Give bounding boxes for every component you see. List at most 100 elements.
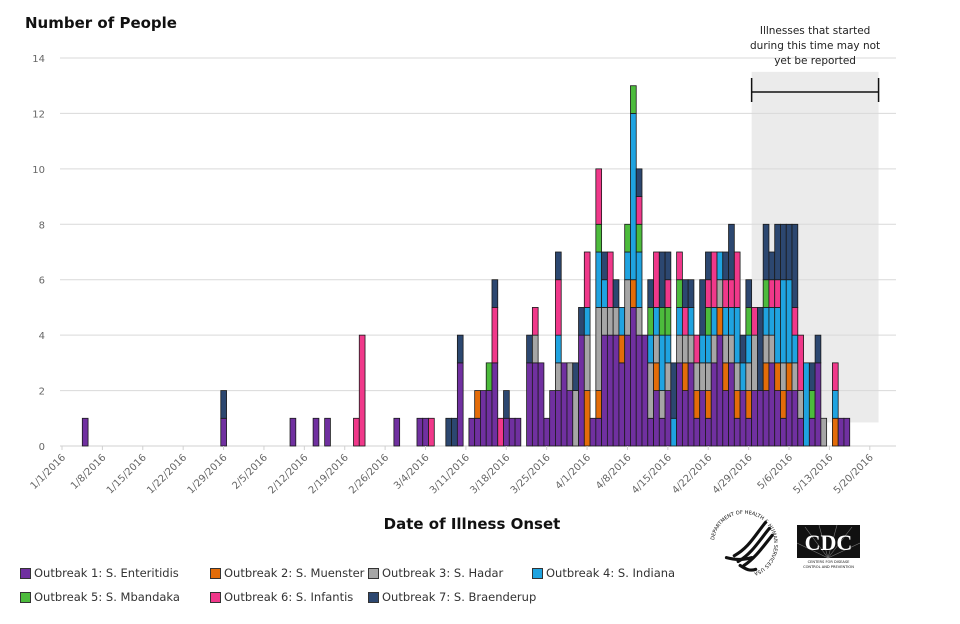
bar-segment	[745, 362, 753, 391]
bar-segment	[624, 279, 631, 336]
bar-segment	[814, 334, 822, 364]
bar-segment	[618, 307, 626, 336]
bar-segment	[480, 390, 487, 447]
y-tick-label: 10	[32, 165, 45, 176]
bar-segment	[681, 362, 689, 391]
bar-segment	[653, 362, 660, 391]
bar-segment	[358, 334, 366, 447]
bar-segment	[705, 390, 712, 419]
bar-segment	[681, 390, 689, 447]
x-tick-label: 1/29/2016	[186, 452, 230, 496]
x-tick-label: 4/8/2016	[594, 452, 634, 492]
bar-segment	[485, 390, 493, 447]
y-tick-label: 0	[39, 442, 45, 453]
bar-segment	[220, 390, 227, 419]
bar-segment	[780, 279, 787, 364]
bar-segment	[791, 307, 799, 336]
bar-segment	[630, 113, 637, 281]
bar-segment	[705, 279, 712, 308]
bar-segment	[664, 334, 672, 364]
cdc-wordmark: CDC	[805, 530, 853, 555]
hhs-logo: DEPARTMENT OF HEALTH & HUMAN SERVICES US…	[710, 510, 778, 577]
bar-segment	[705, 334, 712, 364]
bar-segment	[555, 362, 562, 391]
bar-segment	[601, 251, 608, 281]
bar-segment	[751, 307, 758, 336]
bar-segment	[491, 362, 499, 447]
bar-segment	[595, 390, 603, 419]
x-tick-label: 4/1/2016	[554, 452, 594, 492]
x-tick-label: 2/19/2016	[307, 452, 351, 496]
bar-segment	[705, 307, 712, 336]
legend-swatch	[210, 567, 221, 579]
legend-label: Outbreak 3: S. Hadar	[382, 566, 504, 580]
bar-segment	[837, 417, 845, 447]
cdc-logo: CDC CENTERS FOR DISEASE CONTROL AND PREV…	[796, 524, 861, 570]
bar-segment	[832, 390, 839, 419]
x-tick-label: 5/20/2016	[832, 452, 876, 496]
bar-segment	[491, 279, 499, 308]
legend-label: Outbreak 7: S. Braenderup	[382, 590, 537, 604]
bar-segment	[716, 251, 724, 281]
legend-item: Outbreak 6: S. Infantis	[210, 590, 353, 604]
legend-label: Outbreak 1: S. Enteritidis	[34, 566, 179, 580]
y-tick-label: 6	[39, 276, 45, 287]
bar-segment	[705, 251, 712, 281]
x-tick-label: 1/8/2016	[69, 452, 109, 492]
bar-segment	[612, 334, 620, 447]
bar-segment	[768, 307, 776, 336]
bar-segment	[762, 334, 770, 364]
bar-segment	[699, 390, 706, 447]
bar-segment	[549, 390, 556, 447]
bar-segment	[785, 390, 793, 447]
bar-segment	[791, 334, 799, 364]
legend-label: Outbreak 4: S. Indiana	[546, 566, 676, 580]
bar-segment	[676, 362, 683, 447]
bar-segment	[733, 362, 741, 391]
bar-segment	[745, 417, 753, 447]
legend-item: Outbreak 3: S. Hadar	[368, 566, 503, 580]
bar-segment	[774, 390, 781, 447]
bar-segment	[780, 417, 787, 447]
legend-item: Outbreak 1: S. Enteritidis	[20, 566, 179, 580]
bar-segment	[733, 251, 741, 308]
bar-segment	[578, 334, 585, 447]
bar-segment	[733, 417, 741, 447]
legend-item: Outbreak 5: S. Mbandaka	[20, 590, 180, 604]
bar-segment	[664, 362, 672, 391]
bar-segment	[699, 279, 706, 336]
legend-label: Outbreak 5: S. Mbandaka	[34, 590, 180, 604]
bar-segment	[681, 334, 689, 364]
legend-swatch	[20, 591, 31, 603]
bar-segment	[531, 334, 539, 364]
bar-segment	[624, 334, 631, 447]
bar-segment	[630, 279, 637, 308]
bar-segment	[745, 307, 753, 336]
bar-segment	[653, 307, 660, 336]
bar-segment	[681, 279, 689, 308]
bar-segment	[583, 251, 591, 308]
bar-segment	[393, 417, 401, 447]
bar-segment	[220, 417, 227, 447]
bar-segment	[699, 334, 706, 364]
bar-segment	[791, 362, 799, 391]
bar-segment	[693, 417, 701, 447]
bar-segment	[762, 390, 770, 447]
annotation-text: yet be reported	[774, 55, 856, 67]
bar-segment	[780, 390, 787, 419]
bar-segment	[578, 307, 585, 336]
bar-segment	[728, 334, 735, 364]
bar-segment	[768, 279, 776, 308]
bar-segment	[664, 251, 672, 281]
x-tick-label: 1/1/2016	[29, 452, 69, 492]
bar-segment	[722, 251, 729, 281]
bar-segment	[653, 251, 660, 308]
bar-segment	[560, 362, 568, 447]
y-tick-label: 12	[32, 109, 45, 120]
bar-segment	[681, 307, 689, 336]
bar-segment	[762, 279, 770, 308]
annotation-text: Illnesses that started	[760, 25, 871, 37]
bar-segment	[601, 307, 608, 336]
bar-segment	[774, 279, 781, 308]
bar-segment	[422, 417, 429, 447]
